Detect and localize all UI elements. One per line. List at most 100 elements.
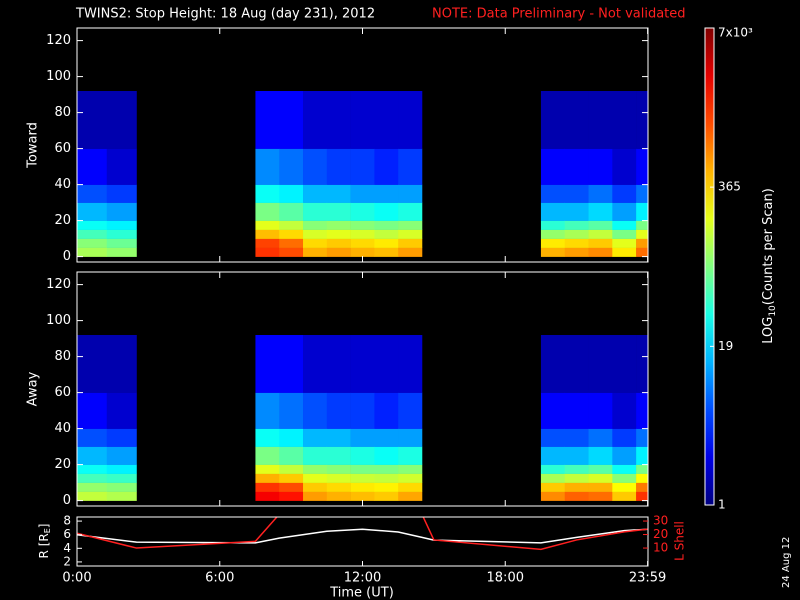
colorbar	[704, 27, 715, 506]
heatmap-cell	[636, 184, 649, 203]
heatmap-cell	[303, 184, 328, 203]
label-sub: 10	[768, 305, 778, 317]
heatmap-cell	[374, 446, 399, 465]
heatmap-cell	[588, 446, 613, 465]
y-tick-label: 120	[46, 33, 71, 48]
heatmap-cell	[564, 202, 589, 221]
y-tick-label: 4	[63, 541, 71, 555]
heatmap-cell	[398, 491, 423, 501]
heatmap-cell	[540, 247, 566, 257]
heatmap-cell	[612, 148, 637, 185]
heatmap-cell	[398, 428, 423, 447]
heatmap-cell	[374, 491, 399, 501]
heatmap-cell	[540, 335, 566, 393]
heatmap-cell	[588, 464, 613, 474]
y-tick-label: 6	[63, 527, 71, 541]
heatmap-cell	[279, 392, 304, 429]
y-tick-label: 2	[63, 554, 71, 568]
heatmap-cell	[612, 184, 637, 203]
heatmap-cell	[106, 148, 137, 185]
y-tick-label: 20	[54, 457, 71, 472]
heatmap-cell	[350, 473, 375, 483]
y-tick-label: 120	[46, 277, 71, 292]
heatmap-cell	[540, 482, 566, 492]
heatmap-cell	[540, 202, 566, 221]
heatmap-cell	[77, 491, 108, 501]
heatmap-cell	[588, 473, 613, 483]
heatmap-cell	[540, 428, 566, 447]
heatmap-cell	[350, 446, 375, 465]
y-tick-label: 40	[54, 421, 71, 436]
heatmap-cell	[255, 473, 280, 483]
heatmap-cell	[326, 238, 351, 248]
colorbar-tick-label: 1	[718, 498, 726, 512]
heatmap-cell	[612, 220, 637, 230]
heatmap-cell	[77, 464, 108, 474]
heatmap-cell	[636, 446, 649, 465]
heatmap-cell	[588, 148, 613, 185]
heatmap-cell	[106, 473, 137, 483]
heatmap-cell	[279, 491, 304, 501]
colorbar-tick-label: 365	[718, 180, 741, 194]
heatmap-cell	[350, 335, 375, 393]
heatmap-cell	[350, 482, 375, 492]
colorbar-label: LOG10(Counts per Scan)	[761, 188, 778, 344]
heatmap-cell	[398, 184, 423, 203]
heatmap-cell	[540, 464, 566, 474]
heatmap-cell	[612, 392, 637, 429]
x-tick-label: 6:00	[205, 571, 234, 586]
heatmap-cell	[374, 238, 399, 248]
heatmap-cell	[398, 238, 423, 248]
heatmap-cell	[106, 220, 137, 230]
heatmap-cell	[636, 91, 649, 149]
heatmap-cell	[374, 335, 399, 393]
heatmap-cell	[612, 229, 637, 239]
heatmap-cell	[279, 428, 304, 447]
x-tick-label: 0:00	[62, 571, 91, 586]
heatmap-cell	[564, 428, 589, 447]
heatmap-cell	[612, 202, 637, 221]
heatmap-cell	[636, 482, 649, 492]
heatmap-cell	[303, 428, 328, 447]
heatmap-cell	[279, 238, 304, 248]
heatmap-cell	[350, 148, 375, 185]
heatmap-cell	[588, 482, 613, 492]
y-tick-label: 8	[63, 514, 71, 528]
heatmap-cell	[350, 247, 375, 257]
heatmap-cell	[350, 428, 375, 447]
heatmap-cell	[106, 229, 137, 239]
heatmap-cell	[398, 482, 423, 492]
heatmap-cell	[398, 247, 423, 257]
heatmap-cell	[77, 202, 108, 221]
heatmap-cell	[398, 335, 423, 393]
heatmap-cell	[564, 446, 589, 465]
heatmap-cell	[326, 491, 351, 501]
heatmap-cell	[564, 148, 589, 185]
heatmap-cell	[326, 91, 351, 149]
label-part: R [R	[37, 533, 51, 558]
heatmap-cell	[398, 202, 423, 221]
heatmap-cell	[588, 184, 613, 203]
heatmap-cell	[106, 446, 137, 465]
heatmap-cell	[350, 238, 375, 248]
heatmap-cell	[279, 91, 304, 149]
heatmap-cell	[374, 229, 399, 239]
heatmap-cell	[326, 428, 351, 447]
heatmap-cell	[636, 220, 649, 230]
heatmap-cell	[77, 247, 108, 257]
heatmap-cell	[279, 247, 304, 257]
heatmap-cell	[564, 392, 589, 429]
heatmap-cell	[279, 184, 304, 203]
heatmap-cell	[106, 428, 137, 447]
y2-tick-label: 10	[653, 541, 668, 555]
heatmap-cell	[106, 91, 137, 149]
heatmap-cell	[279, 148, 304, 185]
heatmap-cell	[564, 91, 589, 149]
heatmap-cell	[612, 446, 637, 465]
x-tick-label: 23:59	[629, 571, 666, 586]
heatmap-cell	[303, 482, 328, 492]
heatmap-cell	[255, 238, 280, 248]
heatmap-cell	[374, 220, 399, 230]
